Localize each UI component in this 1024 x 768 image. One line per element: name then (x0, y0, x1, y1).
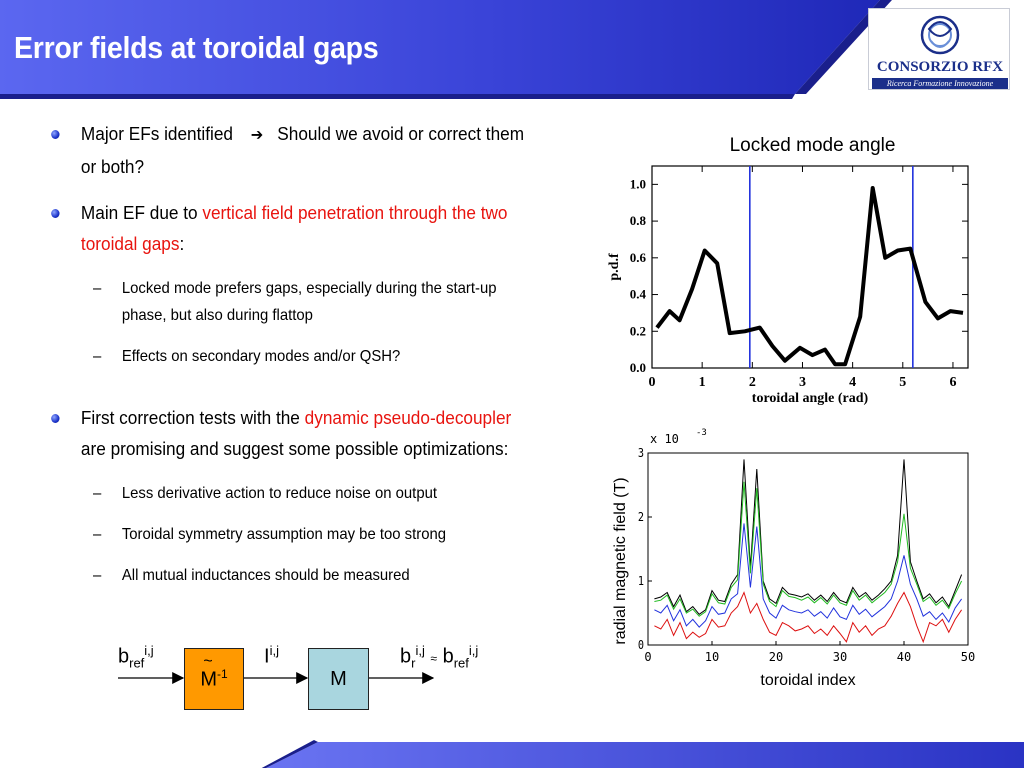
bullet-text: : (179, 233, 185, 254)
x-tick-label: 3 (799, 375, 806, 390)
y-tick-label: 0.0 (630, 360, 646, 375)
bullet-text: Major EFs identified (80, 123, 233, 144)
x-tick-label: 6 (949, 375, 956, 390)
output-signal-label: bri,j ≈ brefi,j (400, 643, 479, 671)
dash-icon: – (93, 526, 102, 543)
header-banner (0, 0, 892, 99)
bullet-text: are promising and suggest some possible … (80, 438, 509, 459)
y-tick-label: 2 (638, 510, 644, 524)
y-tick-label: 0.4 (630, 287, 647, 302)
tilde-mark: ~ (203, 652, 213, 670)
field-series-line (654, 481, 963, 617)
consorzio-logo: CONSORZIO RFX Ricerca Formazione Innovaz… (868, 8, 1010, 90)
y-multiplier-exponent: -3 (696, 428, 707, 438)
x-axis-label: toroidal index (760, 672, 855, 689)
logo-name: CONSORZIO RFX (876, 59, 1004, 75)
inverse-m-block: ~ M-1 (184, 648, 244, 710)
bullet-dot-icon (51, 209, 60, 218)
field-series-line (654, 591, 963, 644)
bullet-text: Main EF due to (80, 202, 203, 223)
arrow-icon: ➔ (250, 127, 264, 144)
bullet-dot-icon (51, 130, 60, 139)
sub-bullet-text: Effects on secondary modes and/or QSH? (121, 348, 401, 365)
sub-bullet-item: – Toroidal symmetry assumption may be to… (40, 521, 538, 548)
y-tick-label: 0.2 (630, 323, 646, 338)
footer-banner (261, 740, 1024, 768)
x-tick-label: 0 (649, 375, 656, 390)
x-axis-label: toroidal angle (rad) (752, 391, 869, 406)
dash-icon: – (93, 567, 102, 584)
sub-bullet-text: Less derivative action to reduce noise o… (121, 485, 438, 502)
current-signal-label: Ii,j (264, 643, 279, 668)
y-tick-label: 0.8 (630, 213, 647, 228)
bullet-highlight: vertical field penetration through the t… (80, 202, 508, 254)
y-tick-label: 1.0 (630, 176, 646, 191)
y-tick-label: 1 (638, 574, 644, 588)
chart1-title: Locked mode angle (729, 135, 896, 156)
y-tick-label: 3 (638, 446, 644, 460)
sub-bullet-item: – All mutual inductances should be measu… (40, 562, 538, 589)
y-tick-label: 0.6 (630, 250, 647, 265)
slide-title: Error fields at toroidal gaps (14, 30, 379, 65)
dash-icon: – (93, 280, 102, 297)
x-tick-label: 4 (849, 375, 856, 390)
y-axis-label: radial magnetic field (T) (612, 477, 629, 644)
bullet-item: Main EF due to vertical field penetratio… (40, 197, 538, 259)
plot-frame (647, 452, 969, 646)
diagram-arrows (118, 672, 435, 684)
pdf-series-line (655, 186, 964, 367)
block-diagram: brefi,j ~ M-1 Ii,j M bri,j ≈ brefi,j (110, 640, 510, 720)
x-tick-label: 1 (699, 375, 706, 390)
locked-mode-chart: 0.0 0.2 0.4 0.6 0.8 1.0 0 1 2 3 4 5 6 toroidal angle … (607, 165, 969, 406)
dash-icon: – (93, 348, 102, 365)
y-axis-label: p.d.f (607, 253, 622, 281)
logo-emblem-icon (920, 15, 960, 55)
input-signal-label: brefi,j (118, 643, 154, 671)
sub-bullet-item: – Locked mode prefers gaps, especially d… (40, 275, 538, 329)
sub-bullet-text: All mutual inductances should be measure… (121, 567, 410, 584)
dash-icon: – (93, 485, 102, 502)
bullet-text: First correction tests with the (80, 407, 305, 428)
logo-tagline: Ricerca Formazione Innovazione (872, 78, 1008, 89)
sub-bullet-item: – Effects on secondary modes and/or QSH? (40, 343, 538, 370)
x-tick-label: 40 (897, 650, 911, 664)
slide-header: Error fields at toroidal gaps (0, 0, 1024, 100)
m-block: M (308, 648, 369, 710)
y-tick-label: 0 (638, 638, 644, 652)
x-tick-label: 2 (749, 375, 756, 390)
field-series-line (654, 523, 963, 628)
sub-bullet-text: Toroidal symmetry assumption may be too … (121, 526, 447, 543)
x-tick-label: 5 (899, 375, 906, 390)
x-tick-label: 10 (705, 650, 719, 664)
x-tick-label: 50 (961, 650, 975, 664)
bullet-text: Should we avoid or correct them or both? (80, 123, 525, 177)
bullet-dot-icon (51, 414, 60, 423)
x-tick-label: 20 (769, 650, 783, 664)
x-tick-label: 0 (644, 650, 651, 664)
bullet-highlight: dynamic pseudo-decoupler (304, 407, 512, 428)
y-multiplier-label: x 10 (650, 432, 679, 446)
bullet-list: Major EFs identified ➔ Should we avoid o… (40, 118, 540, 589)
sub-bullet-item: – Less derivative action to reduce noise… (40, 480, 538, 507)
bullet-item: Major EFs identified ➔ Should we avoid o… (40, 118, 538, 182)
x-tick-label: 30 (833, 650, 847, 664)
sub-bullet-text: Locked mode prefers gaps, especially dur… (121, 280, 497, 324)
bullet-item: First correction tests with the dynamic … (40, 402, 538, 464)
field-series-line (654, 459, 963, 615)
plot-frame (651, 165, 969, 369)
